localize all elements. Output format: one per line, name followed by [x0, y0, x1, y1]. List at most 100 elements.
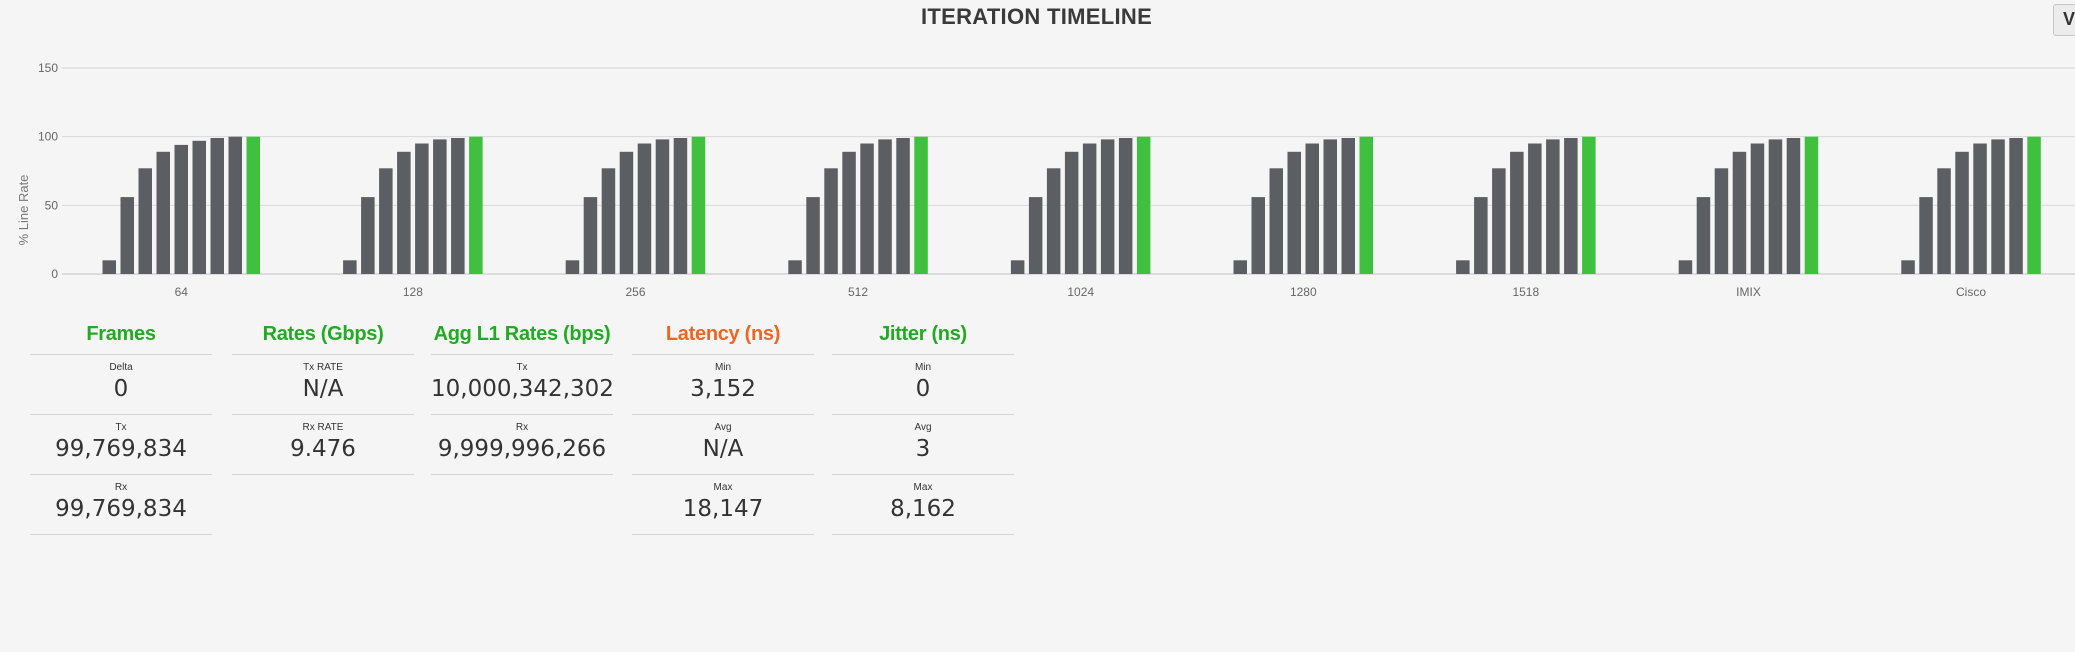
bar-256-1[interactable] — [565, 260, 580, 274]
bar-IMIX-5[interactable] — [1750, 143, 1765, 275]
bar-1280-1[interactable] — [1233, 260, 1248, 274]
bar-1518-1[interactable] — [1456, 260, 1470, 274]
frames-stat-delta: Delta 0 — [30, 355, 212, 415]
bar-128-3[interactable] — [379, 168, 393, 274]
bar-Cisco-5[interactable] — [1973, 143, 1987, 275]
bar-256-6[interactable] — [655, 139, 670, 274]
bar-1024-5[interactable] — [1082, 143, 1097, 275]
bar-128-1[interactable] — [343, 260, 357, 274]
bar-1280-3[interactable] — [1269, 168, 1284, 274]
bar-Cisco-3[interactable] — [1937, 168, 1951, 274]
agg-stat-tx: Tx 10,000,342,302 — [431, 355, 614, 415]
bar-256-4[interactable] — [619, 151, 634, 274]
stat-value: N/A — [302, 376, 344, 402]
bar-1024-1[interactable] — [1010, 260, 1025, 274]
bar-64-4[interactable] — [156, 151, 171, 274]
bar-128-5[interactable] — [415, 143, 429, 275]
bar-1280-2[interactable] — [1251, 197, 1266, 274]
bar-1024-6[interactable] — [1100, 139, 1115, 274]
bar-256-3[interactable] — [601, 168, 616, 274]
stat-value: 3,152 — [690, 376, 756, 402]
bar-1280-4[interactable] — [1287, 151, 1302, 274]
rates-stat-rx-rate: Rx RATE 9.476 — [232, 415, 414, 475]
bar-64-3[interactable] — [138, 168, 153, 274]
bar-1024-4[interactable] — [1064, 151, 1079, 274]
bar-512-4[interactable] — [842, 151, 856, 274]
bar-IMIX-2[interactable] — [1696, 197, 1711, 274]
stat-label: Tx RATE — [303, 362, 343, 373]
stat-value: N/A — [702, 436, 744, 462]
bar-64-5[interactable] — [174, 144, 189, 274]
bar-1280-7[interactable] — [1341, 138, 1356, 274]
bar-128-6[interactable] — [433, 139, 447, 274]
bar-1518-6[interactable] — [1546, 139, 1560, 274]
bar-1024-8[interactable] — [1136, 136, 1151, 274]
bar-IMIX-7[interactable] — [1786, 138, 1801, 274]
bar-128-4[interactable] — [397, 151, 411, 274]
bar-1518-8[interactable] — [1582, 136, 1596, 274]
bar-1518-4[interactable] — [1510, 151, 1524, 274]
bar-Cisco-4[interactable] — [1955, 151, 1969, 274]
bar-1024-7[interactable] — [1118, 138, 1133, 274]
bar-Cisco-2[interactable] — [1919, 197, 1933, 274]
stat-label: Max — [713, 482, 733, 493]
bar-1280-5[interactable] — [1305, 143, 1320, 275]
jitter-stat-avg: Avg 3 — [832, 415, 1014, 475]
bar-IMIX-8[interactable] — [1804, 136, 1819, 274]
bar-64-8[interactable] — [228, 136, 243, 274]
bar-512-5[interactable] — [860, 143, 874, 275]
bar-256-5[interactable] — [637, 143, 652, 275]
latency-panel-title: Latency (ns) — [632, 316, 814, 355]
stat-value: 99,769,834 — [55, 496, 187, 522]
bar-256-7[interactable] — [673, 138, 688, 274]
bar-IMIX-6[interactable] — [1768, 139, 1783, 274]
bar-64-9[interactable] — [246, 136, 261, 274]
bar-256-2[interactable] — [583, 197, 598, 274]
view-button[interactable]: V — [2053, 4, 2075, 36]
bar-512-7[interactable] — [896, 138, 910, 274]
bar-128-7[interactable] — [451, 138, 465, 274]
bar-1024-2[interactable] — [1028, 197, 1043, 274]
bar-64-6[interactable] — [192, 140, 207, 274]
stat-value: 9,999,996,266 — [437, 436, 607, 462]
bar-1518-7[interactable] — [1564, 138, 1578, 274]
y-axis-label: % Line Rate — [16, 175, 31, 246]
x-tick-label: 1518 — [1512, 285, 1539, 299]
bar-512-8[interactable] — [914, 136, 928, 274]
bar-512-2[interactable] — [806, 197, 820, 274]
bar-Cisco-8[interactable] — [2027, 136, 2041, 274]
bar-1280-8[interactable] — [1359, 136, 1374, 274]
agg-panel-title: Agg L1 Rates (bps) — [431, 316, 613, 355]
bar-64-2[interactable] — [120, 197, 135, 274]
stat-value: 3 — [915, 436, 931, 462]
stat-label: Rx RATE — [302, 422, 344, 433]
bar-IMIX-4[interactable] — [1732, 151, 1747, 274]
stat-value: 8,162 — [890, 496, 956, 522]
latency-panel: Latency (ns) Min 3,152 Avg N/A Max 18,147 — [632, 316, 814, 535]
bar-1024-3[interactable] — [1046, 168, 1061, 274]
bar-1280-6[interactable] — [1323, 139, 1338, 274]
bar-512-3[interactable] — [824, 168, 838, 274]
bar-256-8[interactable] — [691, 136, 706, 274]
bar-128-8[interactable] — [469, 136, 483, 274]
x-tick-label: 512 — [848, 285, 868, 299]
stat-label: Rx — [515, 422, 529, 433]
bar-IMIX-3[interactable] — [1714, 168, 1729, 274]
bar-1518-3[interactable] — [1492, 168, 1506, 274]
bar-Cisco-6[interactable] — [1991, 139, 2005, 274]
bar-64-1[interactable] — [102, 260, 117, 274]
stat-value: 0 — [915, 376, 931, 402]
bar-64-7[interactable] — [210, 138, 225, 274]
x-tick-label: 1280 — [1290, 285, 1317, 299]
frames-panel: Frames Delta 0 Tx 99,769,834 Rx 99,769,834 — [30, 316, 212, 535]
bar-512-6[interactable] — [878, 139, 892, 274]
bar-1518-2[interactable] — [1474, 197, 1488, 274]
bar-512-1[interactable] — [788, 260, 802, 274]
x-tick-label: 1024 — [1067, 285, 1094, 299]
bar-Cisco-1[interactable] — [1901, 260, 1915, 274]
bar-1518-5[interactable] — [1528, 143, 1542, 275]
bar-Cisco-7[interactable] — [2009, 138, 2023, 274]
latency-stat-min: Min 3,152 — [632, 355, 814, 415]
bar-IMIX-1[interactable] — [1678, 260, 1693, 274]
bar-128-2[interactable] — [361, 197, 375, 274]
